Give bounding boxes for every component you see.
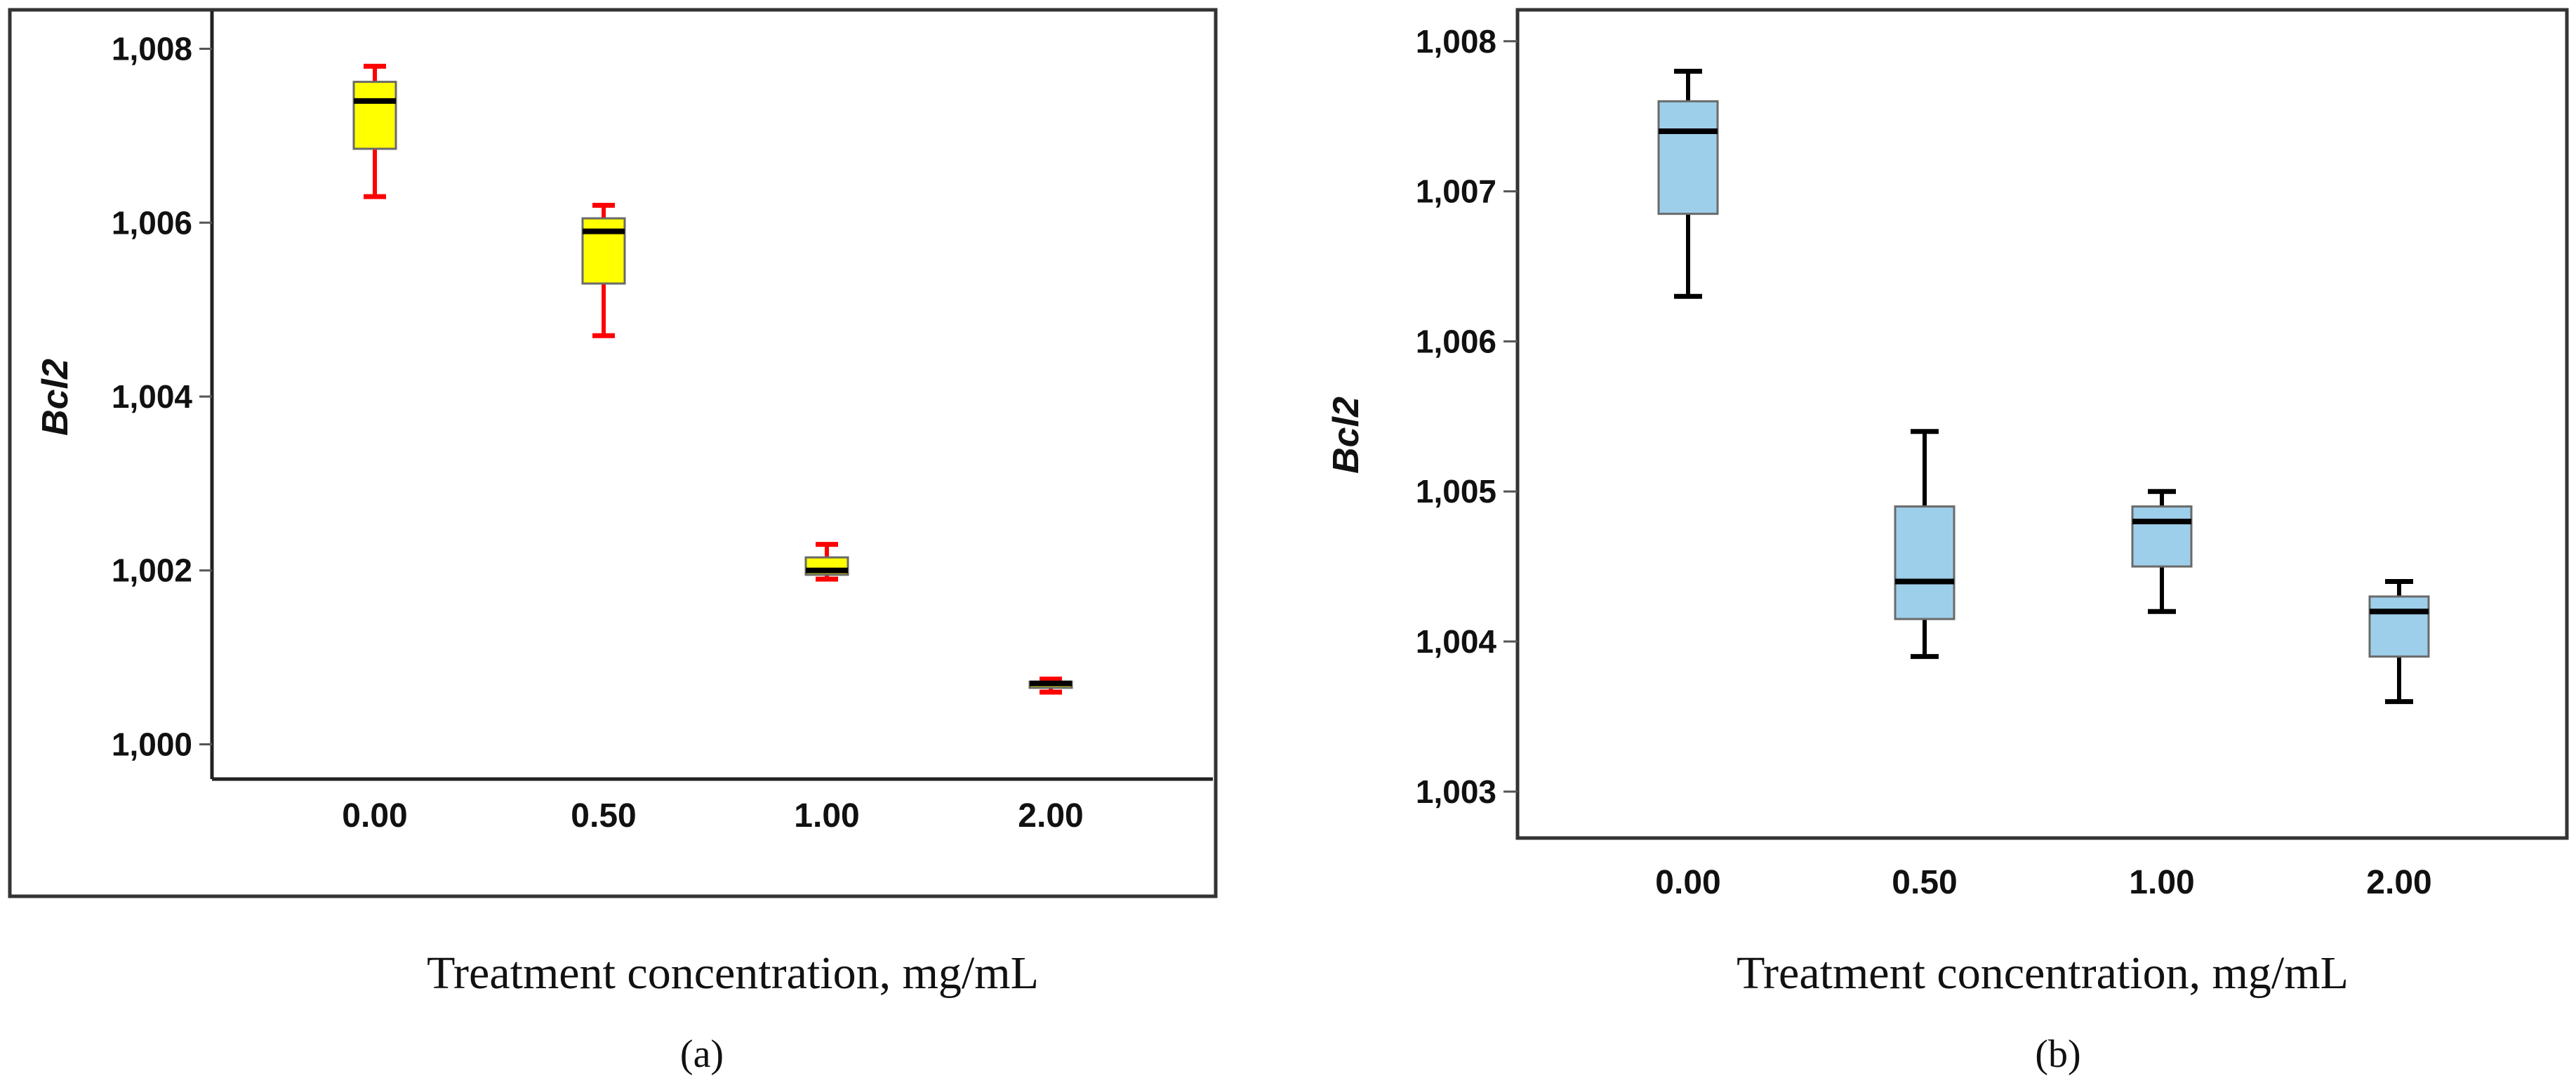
y-tick-label: 1,007 [1416, 173, 1496, 210]
panel-a-x-axis-label: Treatment concentration, mg/mL [427, 948, 1039, 999]
box-2.00 [1028, 677, 1073, 695]
panel-a-tag: (a) [680, 1032, 724, 1076]
x-category-label: 0.50 [1892, 864, 1957, 901]
panel-a: 1,000 1,002 1,004 1,006 1,008 0.00 0.50 1.00 2.… [8, 8, 1218, 1076]
iqr-box [581, 217, 626, 285]
x-category-label: 2.00 [2366, 864, 2431, 901]
panel-a-y-axis-label: Bcl2 [35, 359, 76, 436]
box-1.00 [2131, 488, 2193, 614]
panel-a-frame [8, 8, 1218, 898]
x-category-label: 0.00 [342, 797, 407, 835]
panel-b-y-axis-label: Bcl2 [1326, 397, 1367, 474]
x-category-label: 1.00 [2129, 864, 2194, 901]
y-tick-label: 1,008 [1416, 23, 1496, 60]
y-tick-label: 1,004 [1416, 623, 1497, 660]
panel-b: 1,003 1,004 1,005 1,006 1,007 1,008 0.00 0.50 1… [1326, 8, 2569, 1076]
x-category-label: 2.00 [1018, 797, 1083, 835]
panel-b-tag: (b) [2035, 1032, 2080, 1076]
y-tick-label: 1,008 [112, 31, 192, 67]
y-tick-label: 1,003 [1416, 773, 1496, 810]
panel-a-y-ticks: 1,000 1,002 1,004 1,006 1,008 [112, 31, 212, 762]
panel-b-plot-frame [1515, 8, 2569, 840]
panel-b-x-ticks: 0.00 0.50 1.00 2.00 [1655, 864, 2431, 901]
y-tick-label: 1,005 [1416, 473, 1496, 510]
x-category-label: 0.00 [1655, 864, 1720, 901]
panel-b-x-axis-label: Treatment concentration, mg/mL [1737, 948, 2349, 999]
panel-b-y-ticks: 1,003 1,004 1,005 1,006 1,007 1,008 [1416, 23, 1518, 810]
x-category-label: 1.00 [794, 797, 859, 835]
box-0.50 [581, 203, 626, 338]
iqr-box [1657, 100, 1719, 215]
iqr-box [2368, 595, 2430, 658]
box-2.00 [2368, 579, 2430, 705]
y-tick-label: 1,002 [112, 552, 192, 589]
iqr-box [1894, 505, 1956, 620]
y-tick-label: 1,006 [1416, 323, 1496, 359]
box-0.50 [1894, 429, 1956, 659]
y-tick-label: 1,006 [112, 204, 192, 241]
y-tick-label: 1,004 [112, 378, 193, 415]
iqr-box [352, 81, 397, 150]
panel-a-boxes [352, 63, 1073, 695]
panel-b-boxes [1657, 69, 2430, 705]
iqr-box [2131, 505, 2193, 568]
box-0.00 [1657, 69, 1719, 299]
y-tick-label: 1,000 [112, 726, 192, 762]
x-category-label: 0.50 [571, 797, 636, 835]
box-0.00 [352, 63, 397, 199]
panel-a-x-ticks: 0.00 0.50 1.00 2.00 [342, 797, 1083, 835]
box-1.00 [804, 542, 849, 582]
